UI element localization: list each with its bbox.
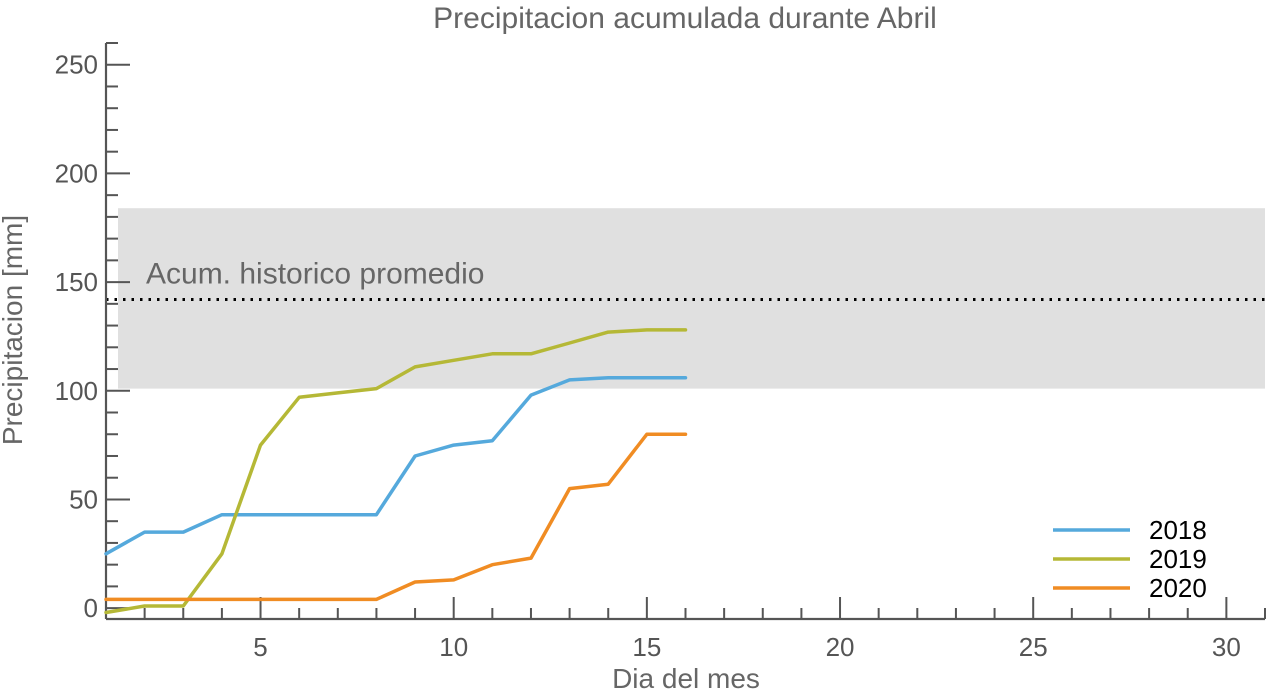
axes-layer: 0 50 100 150 200 250 5 10 15 20 25 30 — [55, 42, 1266, 662]
series-line-2019 — [104, 328, 688, 615]
x-tick-label: 30 — [1212, 632, 1241, 662]
series-line-2018 — [104, 375, 688, 556]
historic-band-label: Acum. historico promedio — [146, 257, 484, 290]
x-axis-label: Dia del mes — [612, 663, 760, 691]
historic-band-layer: Acum. historico promedio — [106, 208, 1265, 389]
x-tick-label: 20 — [826, 632, 855, 662]
historic-range-band — [118, 208, 1265, 389]
series-layer — [104, 328, 688, 615]
legend-label-2018: 2018 — [1149, 515, 1207, 545]
y-tick-label: 0 — [84, 593, 98, 623]
y-tick-label: 250 — [55, 50, 98, 80]
x-tick-label: 10 — [439, 632, 468, 662]
x-tick-label: 5 — [253, 632, 267, 662]
y-axis-label: Precipitacion [mm] — [0, 215, 28, 445]
y-tick-label: 100 — [55, 376, 98, 406]
legend-label-2019: 2019 — [1149, 544, 1207, 574]
legend-label-2020: 2020 — [1149, 573, 1207, 603]
y-tick-label: 150 — [55, 267, 98, 297]
x-tick-label: 25 — [1019, 632, 1048, 662]
chart-title: Precipitacion acumulada durante Abril — [433, 2, 937, 35]
x-tick-label: 15 — [632, 632, 661, 662]
series-line-2020 — [104, 432, 688, 602]
y-tick-label: 50 — [69, 484, 98, 514]
y-tick-label: 200 — [55, 158, 98, 188]
